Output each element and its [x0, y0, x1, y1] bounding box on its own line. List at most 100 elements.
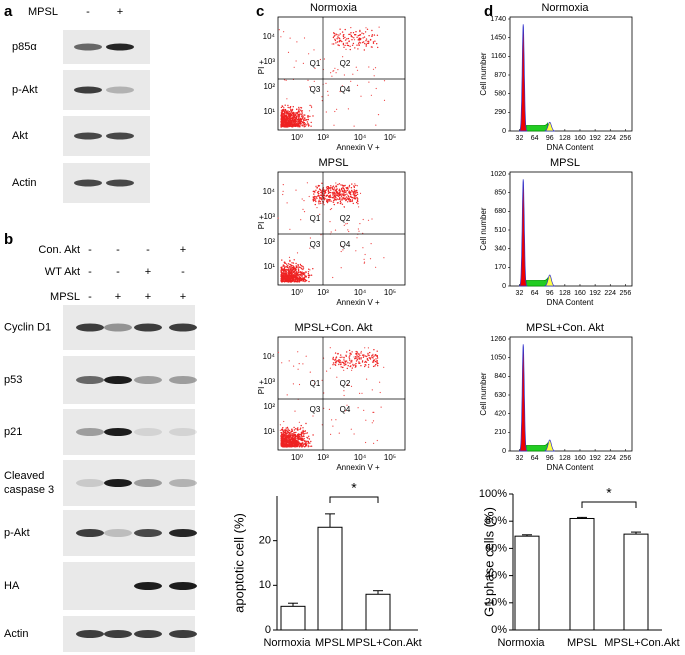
event-dot [352, 73, 354, 75]
event-dot [335, 33, 337, 35]
event-dot [363, 354, 365, 356]
event-dot [326, 200, 328, 202]
event-dot [350, 80, 352, 82]
event-dot [349, 48, 351, 51]
event-dot [287, 110, 289, 112]
quadrant-label: Q2 [340, 379, 351, 388]
event-dot [303, 200, 305, 202]
treatment-state: - [181, 266, 185, 278]
event-dot [351, 36, 354, 38]
event-dot [302, 436, 304, 438]
treatment-state: + [145, 291, 151, 303]
event-dot [303, 37, 306, 39]
event-dot [345, 196, 348, 198]
event-dot [346, 193, 348, 195]
event-dot [330, 208, 333, 210]
band [74, 179, 102, 187]
event-dot [298, 108, 300, 110]
event-dot [291, 270, 294, 272]
event-dot [298, 106, 300, 109]
event-dot [284, 442, 286, 444]
event-dot [350, 353, 352, 355]
event-dot [287, 104, 289, 107]
histogram-area [518, 344, 528, 452]
event-dot [366, 355, 368, 358]
event-dot [281, 439, 284, 441]
event-dot [298, 277, 300, 280]
event-dot [365, 441, 367, 444]
event-dot [310, 445, 313, 447]
event-dot [286, 263, 288, 265]
event-dot [334, 39, 337, 42]
event-dot [335, 184, 337, 186]
event-dot [356, 84, 359, 86]
event-dot [287, 51, 290, 54]
event-dot [286, 394, 288, 396]
event-dot [335, 360, 338, 362]
event-dot [302, 119, 305, 121]
event-dot [338, 189, 340, 192]
event-dot [283, 430, 285, 432]
event-dot [346, 38, 348, 40]
event-dot [343, 46, 345, 48]
y-tick-label: 580 [494, 91, 506, 98]
event-dot [342, 37, 345, 40]
event-dot [352, 32, 355, 34]
band [169, 376, 197, 384]
event-dot [345, 48, 347, 51]
event-dot [318, 188, 321, 190]
event-dot [335, 186, 338, 188]
event-dot [327, 186, 329, 188]
event-dot [329, 208, 331, 211]
event-dot [286, 112, 288, 114]
event-dot [281, 444, 283, 447]
event-dot [383, 366, 385, 368]
event-dot [290, 444, 292, 446]
event-dot [374, 360, 377, 363]
event-dot [334, 359, 336, 361]
event-dot [314, 203, 316, 206]
event-dot [287, 106, 289, 109]
event-dot [332, 364, 334, 366]
event-dot [283, 261, 285, 263]
event-dot [348, 230, 350, 233]
event-dot [282, 118, 284, 120]
event-dot [339, 361, 342, 364]
event-dot [286, 275, 288, 277]
event-dot [284, 429, 286, 431]
event-dot [356, 356, 358, 358]
event-dot [376, 439, 378, 442]
event-dot [292, 118, 294, 121]
event-dot [371, 218, 373, 220]
event-dot [282, 446, 284, 448]
event-dot [349, 33, 351, 35]
y-tick-label: 80% [485, 515, 507, 527]
event-dot [296, 428, 299, 430]
event-dot [307, 441, 310, 444]
y-tick-label: 10 [259, 579, 271, 591]
event-dot [296, 279, 299, 281]
y-tick-label: 10¹ [263, 107, 275, 116]
event-dot [284, 430, 286, 432]
event-dot [284, 446, 286, 448]
event-dot [297, 126, 299, 128]
event-dot [309, 237, 311, 239]
event-dot [355, 362, 357, 365]
event-dot [374, 40, 376, 42]
event-dot [278, 29, 280, 31]
event-dot [375, 355, 377, 357]
event-dot [370, 94, 372, 96]
significance-label: * [351, 480, 357, 496]
x-tick-label: 160 [574, 455, 586, 462]
event-dot [307, 271, 310, 273]
y-tick-label: 290 [494, 109, 506, 116]
event-dot [298, 280, 300, 282]
event-dot [293, 121, 295, 123]
event-dot [348, 184, 351, 187]
event-dot [321, 424, 323, 426]
event-dot [351, 359, 353, 362]
event-dot [360, 365, 362, 367]
event-dot [296, 252, 299, 254]
event-dot [287, 445, 289, 448]
event-dot [295, 444, 298, 446]
